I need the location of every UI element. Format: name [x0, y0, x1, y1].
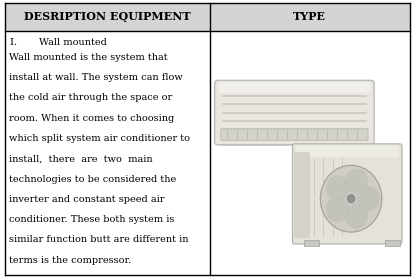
Text: room. When it comes to choosing: room. When it comes to choosing: [9, 114, 174, 123]
Circle shape: [326, 197, 349, 222]
Text: technologies to be considered the: technologies to be considered the: [9, 175, 176, 183]
Text: inverter and constant speed air: inverter and constant speed air: [9, 195, 165, 204]
Bar: [385, 240, 400, 246]
Text: Wall mounted is the system that: Wall mounted is the system that: [9, 53, 168, 62]
Circle shape: [326, 175, 349, 201]
FancyBboxPatch shape: [215, 80, 374, 145]
Text: the cold air through the space or: the cold air through the space or: [9, 93, 172, 102]
Circle shape: [344, 168, 368, 194]
Bar: [304, 240, 320, 246]
Bar: [221, 142, 371, 146]
Text: install at wall. The system can flow: install at wall. The system can flow: [9, 73, 183, 82]
Circle shape: [347, 195, 355, 203]
FancyBboxPatch shape: [221, 129, 368, 140]
FancyBboxPatch shape: [296, 145, 399, 157]
Bar: [5, 3, 210, 31]
FancyBboxPatch shape: [293, 144, 402, 244]
Text: terms is the compressor.: terms is the compressor.: [9, 256, 132, 265]
Circle shape: [356, 186, 380, 211]
Text: conditioner. These both system is: conditioner. These both system is: [9, 215, 174, 224]
Text: TYPE: TYPE: [293, 11, 326, 23]
Bar: [294, 152, 310, 238]
Text: similar function butt are different in: similar function butt are different in: [9, 235, 189, 244]
Circle shape: [344, 203, 368, 229]
Text: DESRIPTION EQUIPMENT: DESRIPTION EQUIPMENT: [24, 11, 190, 23]
Text: which split system air conditioner to: which split system air conditioner to: [9, 134, 190, 143]
Text: I.       Wall mounted: I. Wall mounted: [10, 38, 107, 46]
Bar: [210, 3, 410, 31]
FancyBboxPatch shape: [218, 82, 370, 93]
Text: install,  there  are  two  main: install, there are two main: [9, 154, 153, 163]
Circle shape: [320, 165, 382, 232]
